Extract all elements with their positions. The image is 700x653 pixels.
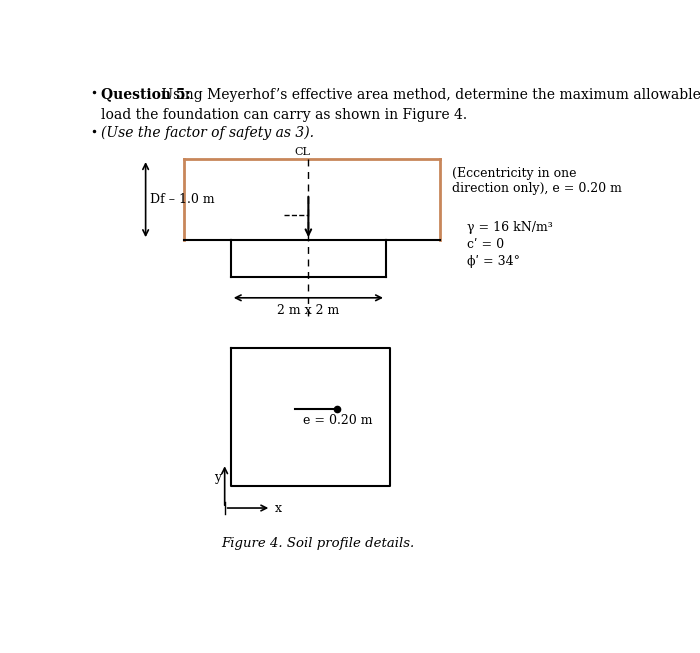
Text: x: x [275, 502, 282, 515]
Text: cʹ = 0: cʹ = 0 [468, 238, 505, 251]
Text: y: y [214, 471, 222, 484]
Text: Question 5:: Question 5: [102, 88, 191, 102]
Text: load the foundation can carry as shown in Figure 4.: load the foundation can carry as shown i… [102, 108, 468, 121]
Text: CL: CL [294, 147, 310, 157]
Text: Figure 4. Soil profile details.: Figure 4. Soil profile details. [221, 537, 414, 550]
Text: e = 0.20 m: e = 0.20 m [302, 414, 372, 427]
Text: (Eccentricity in one
direction only), e = 0.20 m: (Eccentricity in one direction only), e … [452, 167, 622, 195]
Text: Df – 1.0 m: Df – 1.0 m [150, 193, 214, 206]
Text: (Use the factor of safety as 3).: (Use the factor of safety as 3). [102, 126, 314, 140]
Text: Using Meyerhof’s effective area method, determine the maximum allowable: Using Meyerhof’s effective area method, … [158, 88, 700, 102]
Text: γ = 16 kN/m³: γ = 16 kN/m³ [468, 221, 553, 234]
Text: 2 m x 2 m: 2 m x 2 m [277, 304, 339, 317]
Text: ϕʹ = 34°: ϕʹ = 34° [468, 255, 520, 268]
